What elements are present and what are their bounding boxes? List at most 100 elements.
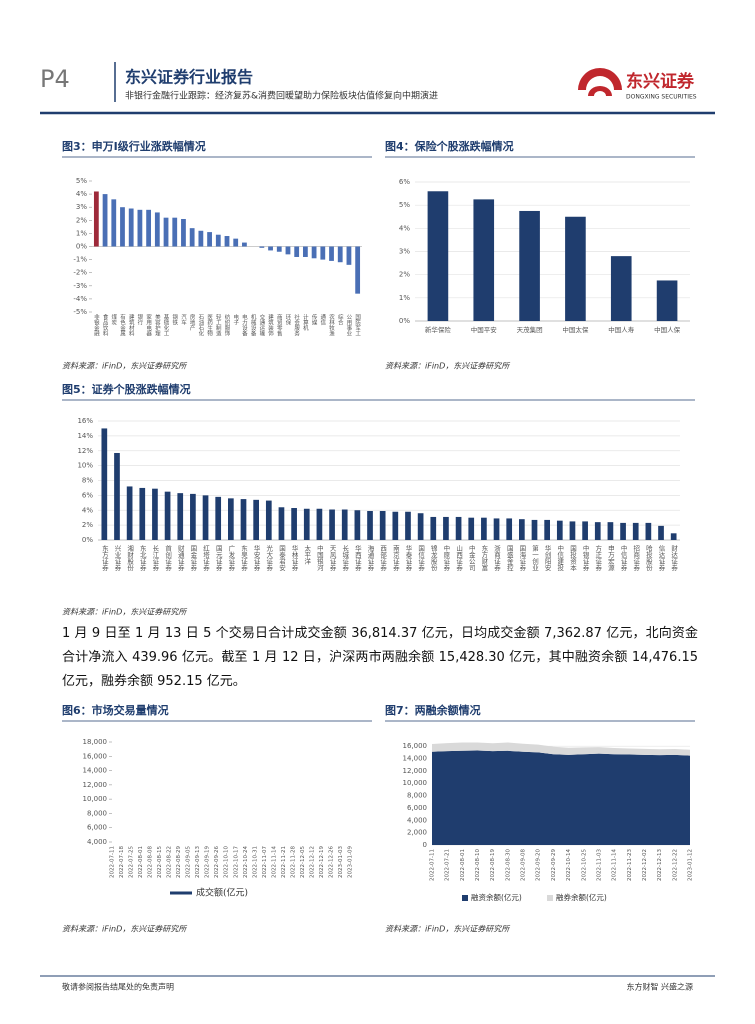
y-tick-label: 4% bbox=[76, 190, 87, 198]
y-tick-label: 6% bbox=[82, 491, 93, 499]
x-tick-label: 国信证券 bbox=[417, 545, 425, 573]
x-tick-label: 房地产 bbox=[189, 313, 196, 332]
bar bbox=[215, 234, 221, 247]
y-tick-label: 4,000 bbox=[87, 838, 107, 846]
x-tick-label: 湘财股份 bbox=[126, 544, 134, 573]
x-tick-label: 2022-12-12 bbox=[309, 846, 315, 878]
x-tick-label: 2022-09-26 bbox=[214, 846, 220, 878]
page-number: P4 bbox=[40, 65, 70, 93]
y-tick-label: 3% bbox=[399, 248, 410, 256]
x-tick-label: 广发证券 bbox=[227, 544, 235, 573]
x-tick-label: 中国银河 bbox=[315, 544, 323, 572]
bar bbox=[519, 519, 525, 540]
x-tick-label: 2022-08-19 bbox=[490, 849, 496, 881]
y-tick-label: 18,000 bbox=[83, 738, 108, 746]
bar bbox=[285, 246, 291, 255]
area bbox=[432, 742, 690, 756]
x-tick-label: 2022-11-03 bbox=[596, 849, 602, 881]
x-tick-label: 申万宏源 bbox=[606, 544, 614, 573]
bar bbox=[137, 209, 143, 247]
x-tick-label: 天茂集团 bbox=[517, 325, 543, 334]
x-tick-label: 2022-09-20 bbox=[536, 849, 542, 881]
figure-title: 图6：市场交易量情况 bbox=[62, 703, 169, 717]
y-tick-label: 8,000 bbox=[407, 792, 427, 800]
bar bbox=[594, 522, 601, 540]
bar bbox=[341, 509, 348, 540]
bar bbox=[294, 246, 300, 257]
x-tick-label: 农林牧渔 bbox=[328, 313, 335, 338]
bar bbox=[126, 486, 133, 540]
x-tick-label: 电子 bbox=[232, 313, 239, 326]
y-tick-label: 14% bbox=[77, 432, 93, 440]
figure-title: 图7：两融余额情况 bbox=[385, 703, 481, 717]
x-tick-label: 2022-07-11 bbox=[430, 849, 436, 881]
x-tick-label: 机械设备 bbox=[250, 313, 257, 338]
bar bbox=[645, 522, 652, 540]
x-tick-label: 综合 bbox=[337, 313, 344, 327]
bar bbox=[198, 230, 204, 247]
x-tick-label: 2022-11-28 bbox=[290, 846, 296, 878]
x-tick-label: 新华保险 bbox=[425, 325, 452, 334]
y-tick-label: 10% bbox=[77, 462, 93, 470]
x-tick-label: 2023-01-09 bbox=[348, 846, 354, 878]
bar bbox=[189, 228, 195, 247]
x-tick-label: 2022-12-19 bbox=[319, 846, 325, 878]
x-tick-label: 国泰君安 bbox=[277, 545, 285, 573]
legend-label: 融资余额(亿元) bbox=[471, 892, 522, 902]
x-tick-label: 2022-08-22 bbox=[167, 846, 173, 878]
paragraph: 1 月 9 日至 1 月 13 日 5 个交易日合计成交金额 36,814.37… bbox=[62, 626, 698, 689]
y-tick-label: 5% bbox=[76, 177, 87, 185]
x-tick-label: 2022-11-23 bbox=[627, 849, 633, 881]
report-name: 东兴证券行业报告 bbox=[125, 68, 253, 87]
x-tick-label: 招商证券 bbox=[632, 544, 640, 573]
x-tick-label: 2022-07-21 bbox=[445, 849, 451, 881]
y-tick-label: 6,000 bbox=[407, 804, 427, 812]
x-tick-label: 山西证券 bbox=[455, 544, 463, 573]
x-tick-label: 中国太保 bbox=[562, 325, 589, 334]
x-tick-label: 商贸零售 bbox=[276, 313, 283, 338]
x-tick-label: 2022-10-10 bbox=[224, 846, 230, 878]
bar bbox=[268, 246, 273, 251]
x-tick-label: 2022-12-13 bbox=[657, 849, 663, 881]
bar bbox=[139, 487, 146, 540]
bar bbox=[632, 522, 639, 540]
bar bbox=[531, 519, 538, 540]
x-tick-label: 国金证券 bbox=[189, 545, 197, 573]
y-tick-label: -5% bbox=[73, 308, 87, 316]
x-tick-label: 太平洋 bbox=[303, 544, 311, 566]
x-tick-label: 兴业证券 bbox=[113, 544, 121, 573]
bar bbox=[493, 518, 500, 540]
bar bbox=[190, 493, 196, 540]
x-tick-label: 2022-08-30 bbox=[505, 849, 511, 881]
bar bbox=[242, 242, 247, 247]
bar bbox=[329, 509, 335, 540]
footer-left: 敬请参阅报告结尾处的免责声明 bbox=[62, 982, 174, 992]
bar bbox=[202, 495, 209, 540]
x-tick-label: 电力设备 bbox=[241, 313, 248, 338]
bar bbox=[544, 519, 550, 540]
bar bbox=[181, 218, 186, 247]
y-tick-label: 6,000 bbox=[87, 824, 107, 832]
y-tick-label: -2% bbox=[73, 269, 87, 277]
x-tick-label: 银行 bbox=[136, 313, 143, 327]
x-tick-label: 长城证券 bbox=[341, 544, 349, 573]
area bbox=[432, 750, 690, 845]
x-tick-label: 交通运输 bbox=[258, 313, 265, 338]
y-tick-label: 4% bbox=[82, 506, 93, 514]
x-tick-label: 医药生物 bbox=[206, 314, 213, 338]
bar bbox=[253, 499, 259, 540]
bar bbox=[154, 212, 160, 247]
bar bbox=[164, 491, 171, 540]
bar bbox=[163, 217, 169, 247]
footer-right: 东方财智 兴盛之源 bbox=[626, 982, 693, 992]
bar bbox=[354, 510, 361, 540]
bar bbox=[320, 246, 326, 260]
x-tick-label: 国防军工 bbox=[354, 314, 361, 337]
x-tick-label: 传媒 bbox=[311, 313, 318, 327]
x-tick-label: 2022-11-21 bbox=[281, 846, 287, 878]
x-tick-label: 有色金属 bbox=[119, 313, 126, 338]
bar bbox=[392, 511, 399, 540]
x-tick-label: 家用电器 bbox=[145, 313, 152, 338]
bar bbox=[620, 522, 626, 540]
